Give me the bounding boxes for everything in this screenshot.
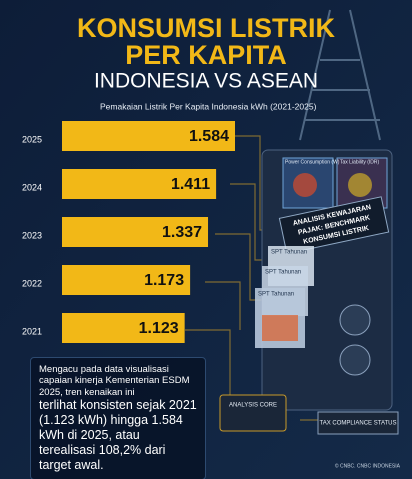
bar	[62, 265, 191, 295]
status-box	[317, 411, 399, 435]
y-tick-label: 2023	[22, 230, 42, 240]
core-chip	[219, 394, 287, 432]
note-highlight: terlihat konsisten sejak 2021 (1.123 kWh…	[39, 398, 197, 473]
value-label: 1.584	[189, 128, 229, 145]
chart-title: KONSUMSI LISTRIK	[77, 13, 336, 43]
value-label: 1.337	[162, 224, 202, 241]
document-label: SPT Tahunan	[271, 250, 307, 256]
meter	[339, 344, 371, 376]
doc-heatmap	[262, 315, 298, 341]
note-intro: Mengacu pada data visualisasi capaian ki…	[39, 364, 190, 398]
y-tick-label: 2025	[22, 134, 42, 144]
bar	[62, 313, 185, 343]
status-label: TAX COMPLIANCE STATUS	[319, 421, 396, 427]
pylon	[299, 9, 381, 141]
document-label: SPT Tahunan	[265, 270, 301, 276]
panel-label: Power Consumption (W)	[285, 159, 340, 165]
bar	[62, 217, 209, 247]
note-box: Mengacu pada data visualisasi capaian ki…	[30, 357, 206, 479]
chart-subtitle: INDONESIA VS ASEAN	[94, 70, 318, 93]
bar	[62, 169, 217, 199]
value-label: 1.173	[144, 272, 184, 289]
panel-label: Tax Liability (IDR)	[340, 159, 380, 165]
credit: © CNBC. CNBC INDONESIA	[335, 462, 401, 469]
heat-spot	[348, 173, 372, 197]
y-tick-label: 2024	[22, 182, 42, 192]
chart-caption: Pemakaian Listrik Per Kapita Indonesia k…	[100, 101, 317, 111]
chart-title: PER KAPITA	[125, 40, 287, 70]
document-label: SPT Tahunan	[258, 292, 294, 298]
heat-spot	[293, 173, 317, 197]
core-label: ANALYSIS CORE	[229, 403, 277, 409]
meter	[339, 304, 371, 336]
y-tick-label: 2021	[22, 326, 42, 336]
bar	[62, 121, 235, 151]
banner-box	[278, 196, 390, 255]
y-tick-label: 2022	[22, 278, 42, 288]
value-label: 1.123	[139, 320, 179, 337]
value-label: 1.411	[171, 176, 210, 193]
